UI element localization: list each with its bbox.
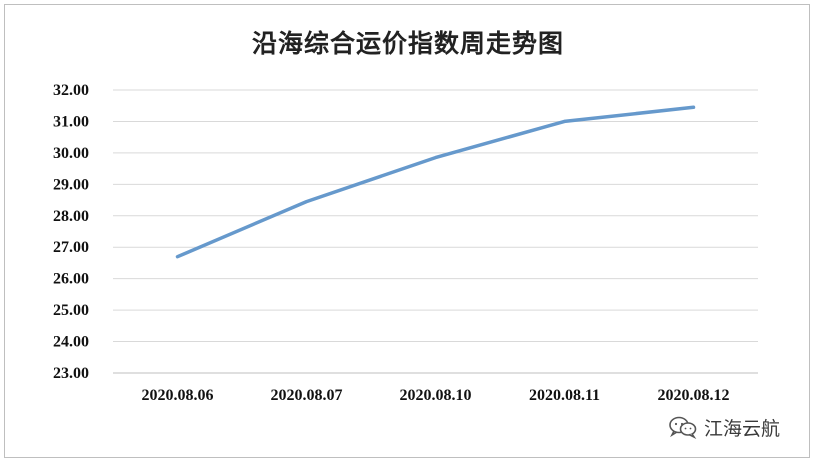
y-tick-label: 23.00: [53, 365, 89, 382]
y-tick-label: 32.00: [53, 82, 89, 99]
y-tick-label: 24.00: [53, 334, 89, 351]
watermark-text: 江海云航: [704, 417, 781, 440]
y-tick-label: 29.00: [53, 176, 89, 193]
chart-frame: [4, 4, 810, 458]
gridlines: [113, 89, 758, 343]
y-axis-ticks: 23.00 24.00 25.00 26.00 27.00 28.00 29.00 30.00…: [53, 82, 89, 382]
y-tick-label: 27.00: [53, 239, 89, 256]
wechat-icon: [669, 416, 697, 439]
watermark: 江海云航: [668, 413, 780, 441]
x-tick-label: 2020.08.06: [142, 387, 214, 404]
x-tick-label: 2020.08.12: [658, 387, 730, 404]
y-tick-label: 25.00: [53, 302, 89, 319]
x-tick-label: 2020.08.10: [400, 387, 472, 404]
series-line: [175, 105, 696, 259]
chart-title: 沿海综合运价指数周走势图: [251, 29, 564, 58]
y-tick-label: 26.00: [53, 271, 89, 288]
x-tick-label: 2020.08.07: [271, 387, 343, 404]
y-tick-label: 28.00: [53, 208, 89, 225]
y-tick-label: 30.00: [53, 145, 89, 162]
y-tick-label: 31.00: [53, 113, 89, 130]
x-tick-label: 2020.08.11: [529, 387, 600, 404]
x-axis-ticks: 2020.08.06 2020.08.07 2020.08.10 2020.08.11…: [142, 387, 730, 404]
